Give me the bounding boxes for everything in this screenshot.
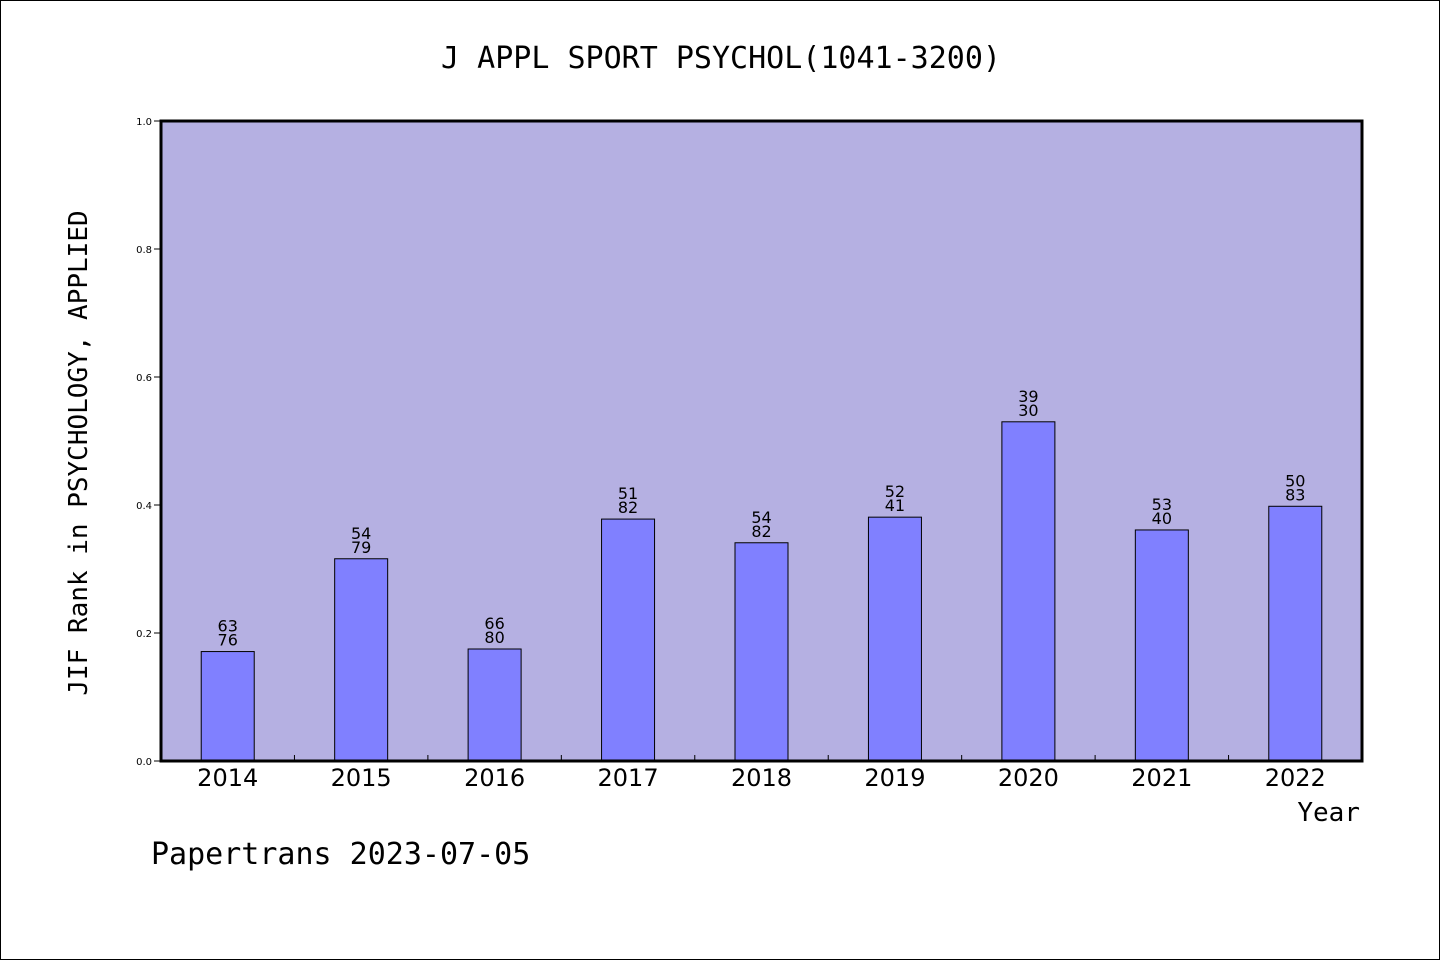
bar-label-top: 54: [751, 508, 771, 527]
bars: [200, 421, 1323, 762]
bar-2019: [867, 516, 922, 762]
x-tick-label: 2022: [1265, 764, 1326, 792]
bar-label-top: 66: [484, 614, 504, 633]
bar-label-top: 39: [1018, 387, 1038, 406]
x-tick-label: 2019: [864, 764, 925, 792]
bar-label-bottom: 83: [1285, 485, 1305, 504]
bar-2014: [200, 651, 255, 762]
y-tick-label: 0.6: [136, 373, 152, 384]
bar-label-bottom: 80: [484, 628, 504, 647]
bar-label-bottom: 40: [1152, 509, 1172, 528]
y-tick-label: 1.0: [136, 117, 152, 128]
bar-2020: [1001, 421, 1056, 762]
bar-label-top: 53: [1152, 495, 1172, 514]
x-tick-label: 2016: [464, 764, 525, 792]
bar-label-bottom: 82: [751, 522, 771, 541]
bar-2017: [601, 518, 656, 762]
x-tick-label: 2021: [1131, 764, 1192, 792]
x-tick-label: 2014: [197, 764, 258, 792]
y-axis-ticks: 0.0 0.2 0.4 0.6 0.8 1.0: [136, 117, 161, 768]
bar-label-top: 63: [218, 617, 238, 636]
x-axis-ticks: 2014 2015 2016 2017 2018 2019 2020 2021 2022: [197, 755, 1326, 792]
y-tick-label: 0.2: [136, 629, 152, 640]
bar-2021: [1134, 529, 1189, 762]
x-axis-title: Year: [1297, 798, 1360, 828]
x-tick-label: 2015: [331, 764, 392, 792]
bar-2015: [334, 558, 389, 762]
bar-2018: [734, 542, 789, 762]
y-tick-label: 0.4: [136, 501, 152, 512]
y-tick-label: 0.8: [136, 245, 152, 256]
bar-label-top: 54: [351, 524, 371, 543]
y-axis-title: JIF Rank in PSYCHOLOGY, APPLIED: [64, 210, 94, 695]
bar-label-bottom: 82: [618, 498, 638, 517]
bar-label-top: 50: [1285, 471, 1305, 490]
bar-2016: [467, 648, 522, 762]
bar-label-top: 52: [885, 482, 905, 501]
plot-border: [159, 119, 1364, 763]
bar-2022: [1268, 505, 1323, 762]
footer-text: Papertrans 2023-07-05: [151, 837, 530, 872]
x-tick-label: 2017: [598, 764, 659, 792]
x-tick-label: 2018: [731, 764, 792, 792]
y-tick-label: 0.0: [136, 757, 152, 768]
bar-label-bottom: 30: [1018, 401, 1038, 420]
x-tick-label: 2020: [998, 764, 1059, 792]
bar-label-bottom: 41: [885, 496, 905, 515]
bar-label-bottom: 76: [218, 631, 238, 650]
bar-label-top: 51: [618, 484, 638, 503]
chart-title: J APPL SPORT PSYCHOL(1041-3200): [441, 41, 1001, 76]
bar-label-bottom: 79: [351, 538, 371, 557]
